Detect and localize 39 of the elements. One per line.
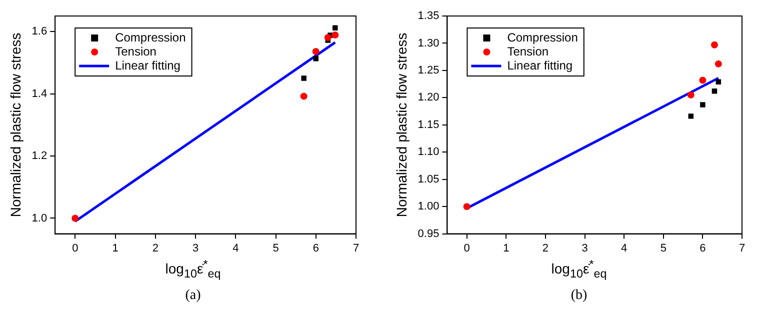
legend-label: Tension: [507, 44, 549, 58]
y-tick-label: 1.05: [418, 173, 440, 186]
x-tick-label: 1: [503, 242, 510, 254]
y-tick-label: 1.2: [32, 150, 48, 162]
y-axis-title: Normalized plastic flow stress: [393, 32, 410, 218]
x-tick-label: 7: [352, 242, 360, 254]
legend-label: Compression: [507, 30, 578, 44]
legend-label: Tension: [115, 44, 156, 58]
x-tick-label: 5: [660, 242, 666, 254]
y-tick-label: 1.20: [418, 92, 440, 104]
legend-label: Linear fitting: [115, 58, 180, 72]
y-tick-label: 1.10: [418, 146, 440, 158]
y-tick-label: 1.00: [418, 200, 440, 213]
x-tick-label: 2: [152, 242, 158, 254]
y-tick-label: 1.0: [32, 212, 48, 224]
y-tick-label: 1.15: [418, 118, 440, 131]
legend-label: Linear fitting: [507, 58, 573, 72]
text: (b): [570, 288, 588, 304]
x-tick-label: 0: [72, 242, 78, 254]
x-tick-label: 4: [621, 242, 628, 254]
x-tick-label: 0: [464, 242, 470, 254]
y-tick-label: 1.25: [418, 64, 440, 76]
x-tick-label: 5: [272, 242, 279, 254]
y-tick-label: 0.95: [418, 228, 440, 240]
x-tick-label: 1: [112, 242, 118, 254]
legend-label: Compression: [115, 30, 186, 44]
x-tick-label: 6: [700, 242, 706, 254]
y-tick-label: 1.35: [418, 10, 440, 22]
x-tick-label: 7: [738, 242, 746, 254]
y-tick-label: 1.6: [32, 26, 48, 38]
y-axis-title: Normalized plastic flow stress: [7, 32, 24, 218]
x-tick-label: 3: [192, 242, 199, 254]
text: (a): [184, 288, 202, 304]
x-tick-label: 3: [582, 242, 588, 254]
y-tick-label: 1.30: [418, 37, 440, 50]
x-tick-label: 4: [232, 242, 239, 254]
x-tick-label: 6: [312, 242, 319, 254]
y-tick-label: 1.4: [32, 88, 48, 100]
x-tick-label: 2: [542, 242, 549, 254]
